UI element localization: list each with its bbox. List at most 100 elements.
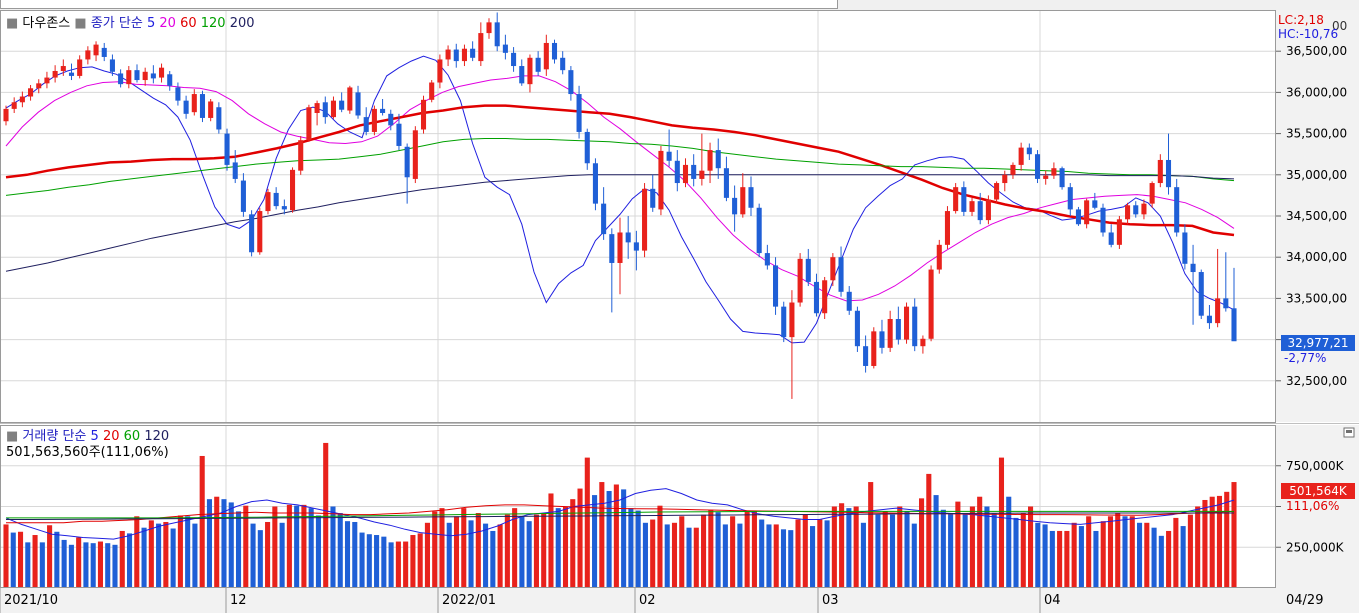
candle (1067, 183, 1073, 216)
volume-bar (948, 513, 954, 588)
volume-bar (984, 506, 990, 588)
volume-bar (250, 523, 256, 588)
candle (560, 51, 566, 75)
volume-bar (788, 530, 794, 588)
volume-bar (1020, 513, 1026, 588)
volume-bar (352, 521, 358, 588)
top-toolbar-input[interactable] (0, 0, 838, 9)
volume-ma-5-line (5, 488, 1235, 540)
volume-bar (708, 509, 714, 588)
candle (846, 286, 852, 315)
candle (1010, 162, 1016, 179)
volume-ma-20-line (6, 504, 1235, 524)
volume-bar (512, 508, 518, 588)
candle (68, 63, 75, 81)
volume-bar (962, 513, 968, 588)
volume-bar (882, 511, 888, 588)
volume-bar (642, 522, 648, 588)
candle (920, 335, 926, 354)
volume-bar (265, 521, 271, 588)
candle (109, 54, 115, 76)
volume-bar (432, 511, 438, 588)
volume-y-tick-label: 750,000K (1286, 459, 1345, 473)
volume-bar (1057, 530, 1063, 588)
candle (339, 92, 345, 113)
candle (298, 136, 304, 175)
volume-bar (1173, 517, 1179, 588)
candle (1198, 269, 1204, 319)
candle (347, 85, 353, 114)
volume-panel-border (0, 425, 1276, 588)
candle (740, 173, 746, 218)
volume-bar (991, 513, 997, 588)
volume-bar (315, 515, 321, 588)
candle (1018, 142, 1024, 171)
volume-bar (686, 527, 692, 588)
volume-bar (403, 541, 409, 588)
volume-bar (831, 506, 837, 588)
volume-bar (105, 543, 111, 588)
volume-bar (555, 508, 561, 588)
volume-bar (330, 506, 336, 588)
candle (1223, 252, 1229, 312)
candle (1026, 143, 1032, 160)
volume-bar (134, 516, 140, 588)
price-panel-border (0, 10, 1276, 423)
volume-ma-60-line (6, 510, 1234, 519)
volume-bar (853, 506, 859, 588)
price-y-tick-label: 35,000,00 (1286, 168, 1347, 182)
current-volume-pct: 111,06% (1286, 499, 1339, 513)
candle (633, 230, 639, 271)
volume-bar (206, 499, 212, 588)
volume-bar (810, 526, 816, 588)
candle (1206, 304, 1212, 329)
price-y-tick-label: 36,500,00 (1286, 44, 1347, 58)
candle (879, 319, 885, 354)
volume-bar (1049, 530, 1055, 588)
candle (928, 265, 934, 342)
candle (1116, 216, 1122, 249)
volume-bar (61, 539, 67, 588)
candle (723, 156, 729, 202)
candle (527, 54, 533, 93)
volume-bar (76, 537, 82, 588)
volume-bar (148, 520, 154, 588)
volume-bar (461, 508, 467, 588)
volume-bar (860, 522, 866, 588)
candle (208, 98, 214, 122)
volume-bar (679, 516, 685, 588)
candle (805, 248, 811, 287)
volume-bar (235, 511, 242, 588)
x-axis-label: 04 (1044, 593, 1061, 608)
volume-bar (570, 499, 576, 588)
candle (732, 185, 738, 232)
candle (371, 105, 377, 136)
current-price-change: -2,77% (1284, 351, 1326, 365)
volume-bar (83, 542, 89, 588)
volume-bar (926, 473, 932, 588)
volume-bar (1035, 522, 1041, 588)
volume-bar (759, 519, 765, 588)
volume-bar (693, 527, 699, 588)
volume-bar (897, 506, 903, 588)
candle (1149, 181, 1155, 208)
candle (445, 45, 451, 67)
volume-bar (119, 530, 125, 588)
volume-bar (635, 510, 641, 588)
volume-bar (308, 508, 314, 588)
price-y-axis-bg (1276, 10, 1359, 422)
volume-bar (541, 513, 547, 588)
candle (388, 109, 394, 131)
volume-bar (839, 503, 845, 588)
candle (1100, 203, 1106, 237)
volume-bar (657, 505, 663, 588)
volume-y-axis-bg (1276, 425, 1359, 588)
current-volume-value: 501,564K (1289, 484, 1348, 498)
volume-bar (1158, 535, 1164, 588)
candle (1108, 224, 1114, 248)
price-y-tick-label: 32,500,00 (1286, 374, 1347, 388)
candle (461, 44, 467, 67)
candle (838, 246, 844, 297)
candle (494, 12, 500, 52)
